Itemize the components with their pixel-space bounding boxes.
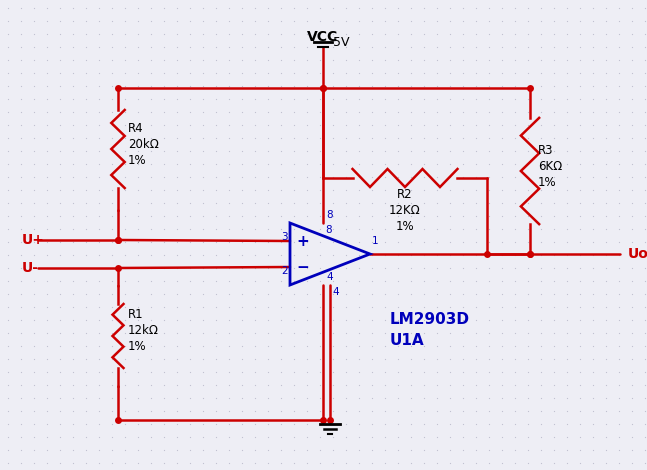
Text: 2: 2 <box>281 266 288 276</box>
Text: 4: 4 <box>326 272 333 282</box>
Text: U+: U+ <box>22 233 45 247</box>
Text: −: − <box>296 260 309 275</box>
Text: R4
20kΩ
1%: R4 20kΩ 1% <box>128 122 159 166</box>
Text: 3: 3 <box>281 232 288 242</box>
Text: U-: U- <box>22 261 39 275</box>
Text: 8: 8 <box>325 225 332 235</box>
Text: 1: 1 <box>372 236 378 246</box>
Text: Uo: Uo <box>628 247 647 261</box>
Text: +: + <box>296 235 309 250</box>
Text: 8: 8 <box>326 210 333 220</box>
Text: R2
12KΩ
1%: R2 12KΩ 1% <box>389 188 421 233</box>
Text: R1
12kΩ
1%: R1 12kΩ 1% <box>128 308 159 353</box>
Text: 5V: 5V <box>333 36 349 48</box>
Text: R3
6KΩ
1%: R3 6KΩ 1% <box>538 143 562 188</box>
Text: VCC: VCC <box>307 30 338 44</box>
Text: 4: 4 <box>332 287 338 297</box>
Text: LM2903D
U1A: LM2903D U1A <box>390 312 470 348</box>
